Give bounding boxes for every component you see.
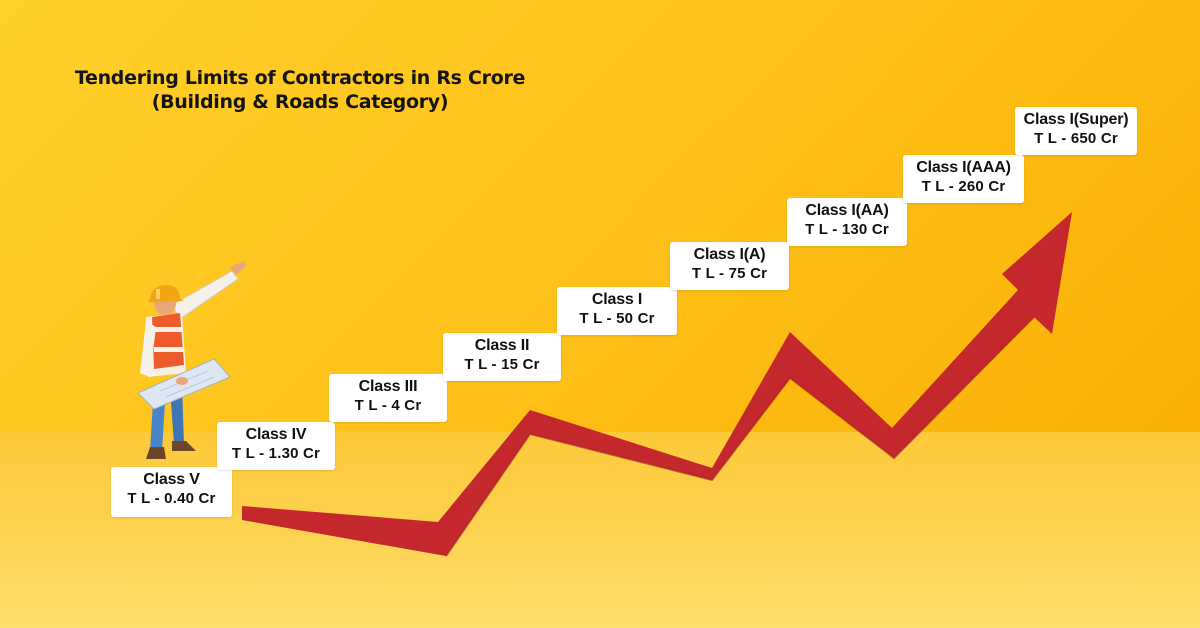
step-limit-label: T L - 260 Cr bbox=[921, 178, 1006, 195]
step-class-label: Class I(A) bbox=[693, 246, 766, 263]
title-line-1: Tendering Limits of Contractors in Rs Cr… bbox=[74, 67, 526, 89]
step-limit-label: T L - 130 Cr bbox=[805, 221, 889, 238]
step-card-class-i: Class I T L - 50 Cr bbox=[557, 287, 677, 335]
step-card-class-i-aa: Class I(AA) T L - 130 Cr bbox=[787, 198, 907, 246]
step-limit-label: T L - 650 Cr bbox=[1034, 130, 1118, 147]
step-class-label: Class II bbox=[474, 337, 530, 354]
step-class-label: Class V bbox=[143, 471, 200, 488]
step-class-label: Class I bbox=[591, 291, 643, 308]
step-card-class-ii: Class II T L - 15 Cr bbox=[443, 333, 561, 381]
page-title: Tendering Limits of Contractors in Rs Cr… bbox=[60, 66, 540, 114]
step-class-label: Class III bbox=[358, 378, 418, 395]
step-class-label: Class IV bbox=[245, 426, 307, 443]
step-card-class-i-aaa: Class I(AAA) T L - 260 Cr bbox=[903, 155, 1024, 203]
step-card-class-i-a: Class I(A) T L - 75 Cr bbox=[670, 242, 789, 290]
step-card-class-i-super: Class I(Super) T L - 650 Cr bbox=[1015, 107, 1137, 155]
step-card-class-iii: Class III T L - 4 Cr bbox=[329, 374, 447, 422]
step-class-label: Class I(Super) bbox=[1023, 111, 1129, 128]
step-limit-label: T L - 4 Cr bbox=[354, 397, 422, 414]
step-class-label: Class I(AAA) bbox=[916, 159, 1011, 176]
step-limit-label: T L - 15 Cr bbox=[464, 356, 540, 373]
step-card-class-iv: Class IV T L - 1.30 Cr bbox=[217, 422, 335, 470]
step-limit-label: T L - 1.30 Cr bbox=[231, 445, 321, 462]
step-card-class-v: Class V T L - 0.40 Cr bbox=[111, 467, 232, 517]
floor bbox=[0, 432, 1200, 628]
title-line-2: (Building & Roads Category) bbox=[151, 91, 449, 113]
step-class-label: Class I(AA) bbox=[805, 202, 889, 219]
step-limit-label: T L - 0.40 Cr bbox=[127, 490, 216, 507]
step-limit-label: T L - 75 Cr bbox=[691, 265, 768, 282]
construction-worker-pointing-icon bbox=[137, 261, 246, 459]
step-limit-label: T L - 50 Cr bbox=[579, 310, 655, 327]
